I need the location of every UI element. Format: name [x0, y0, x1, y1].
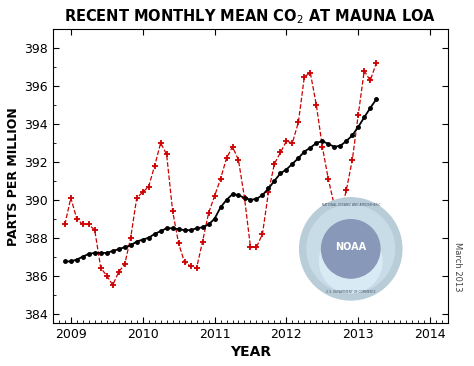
Circle shape — [300, 198, 402, 300]
X-axis label: YEAR: YEAR — [230, 345, 271, 359]
Text: March 2013: March 2013 — [453, 242, 462, 292]
Circle shape — [321, 220, 380, 278]
Text: U.S. DEPARTMENT OF COMMERCE: U.S. DEPARTMENT OF COMMERCE — [326, 290, 375, 294]
Text: NATIONAL OCEANIC AND ATMOSPHERIC: NATIONAL OCEANIC AND ATMOSPHERIC — [321, 203, 380, 207]
Y-axis label: PARTS PER MILLION: PARTS PER MILLION — [7, 107, 20, 246]
Text: NOAA: NOAA — [335, 242, 366, 252]
Title: RECENT MONTHLY MEAN CO$_2$ AT MAUNA LOA: RECENT MONTHLY MEAN CO$_2$ AT MAUNA LOA — [64, 7, 437, 26]
Circle shape — [319, 230, 382, 293]
Circle shape — [307, 205, 394, 293]
